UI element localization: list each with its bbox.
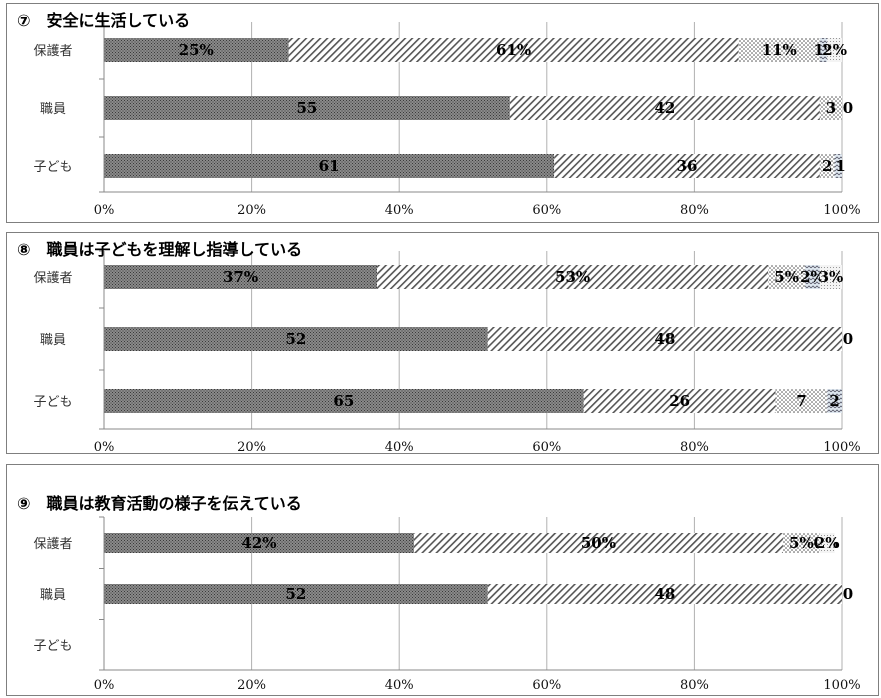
x-tick-label: 0%: [94, 678, 115, 693]
bar-segment: [104, 533, 414, 553]
bar-segment: [104, 96, 510, 120]
x-tick-label: 100%: [823, 203, 860, 218]
data-label: 42%: [241, 534, 276, 552]
category-label: 保護者: [33, 270, 72, 286]
bar-segment: [487, 584, 842, 604]
bar-segment: [768, 265, 806, 289]
bar-segment: [805, 265, 820, 289]
bar-segment: [104, 154, 555, 178]
data-label: 42: [654, 99, 675, 117]
data-label: 2%: [800, 268, 825, 286]
category-label: 保護者: [33, 536, 72, 552]
chart-panel-7: 0% 20% 40% 60% 80% 100% ⑦ 安全に生活している 保護者 25% 61% 11…: [6, 3, 879, 223]
category-label: 職員: [40, 333, 66, 348]
x-tick-label: 0%: [94, 203, 115, 218]
bar-segment: [104, 327, 488, 351]
data-label: 2%: [822, 41, 847, 59]
x-tick-label: 20%: [237, 203, 266, 218]
category-label: 保護者: [33, 43, 72, 59]
x-tick-label: 0%: [94, 440, 115, 453]
bar-segment: [819, 533, 835, 553]
data-label: 37%: [223, 268, 258, 286]
data-label: 48: [654, 330, 675, 348]
data-label: 5%: [774, 268, 799, 286]
data-label: 1: [835, 157, 845, 175]
chart-panel-9: 0% 20% 40% 60% 80% 100% ⑨ 職員は教育活動の様子を伝えている保護者 4…: [6, 464, 879, 696]
bar-segment: [819, 38, 828, 62]
category-label: 子ども: [33, 160, 72, 175]
data-label: 61: [319, 157, 340, 175]
bar-segment: [819, 265, 842, 289]
data-label: 0: [843, 585, 853, 603]
x-tick-label: 60%: [532, 203, 561, 218]
bar-segment: [377, 265, 769, 289]
data-label: 11%: [762, 41, 797, 59]
chart-panel-8: 0% 20% 40% 60% 80% 100% ⑧ 職員は子どもを理解し指導している保護者 3…: [6, 232, 879, 454]
bar-segment: [782, 533, 820, 553]
bar-segment: [775, 389, 828, 413]
bar-segment: [509, 96, 820, 120]
x-tick-label: 40%: [385, 440, 414, 453]
bar-segment: [104, 584, 488, 604]
data-label: 5%: [789, 534, 814, 552]
bar-segment: [104, 38, 289, 62]
data-label: 65: [333, 392, 354, 410]
x-tick-label: 20%: [237, 440, 266, 453]
bar-segment: [413, 533, 783, 553]
data-label: 2: [822, 157, 832, 175]
data-label: 3: [826, 99, 836, 117]
x-tick-label: 40%: [385, 678, 414, 693]
bar-segment: [554, 154, 820, 178]
data-label: 25%: [179, 41, 214, 59]
data-label: 52: [285, 585, 306, 603]
bar-segment: [834, 154, 842, 178]
x-tick-label: 100%: [823, 678, 860, 693]
data-label: 2%: [815, 534, 840, 552]
data-label: 26: [669, 392, 690, 410]
category-label: 子ども: [33, 639, 72, 654]
x-tick-label: 20%: [237, 678, 266, 693]
bar-segment: [827, 389, 842, 413]
data-label: 50%: [581, 534, 616, 552]
data-label: 0: [843, 330, 853, 348]
data-label: 48: [654, 585, 675, 603]
bar-segment: [583, 389, 776, 413]
bar-segment: [104, 265, 378, 289]
category-label: 職員: [40, 102, 66, 117]
x-tick-label: 80%: [680, 678, 709, 693]
chart-title: ⑨ 職員は教育活動の様子を伝えている: [17, 494, 302, 513]
data-label: 7: [796, 392, 806, 410]
data-label: 55: [297, 99, 318, 117]
chart-title: ⑧ 職員は子どもを理解し指導している: [17, 240, 302, 259]
data-label: 2: [829, 392, 839, 410]
data-label: 53%: [555, 268, 590, 286]
data-label: 61%: [496, 41, 531, 59]
data-label: 36: [677, 157, 698, 175]
bar-segment: [819, 96, 842, 120]
data-label: 3%: [819, 268, 844, 286]
data-label: 0: [843, 99, 853, 117]
bar-segment: [288, 38, 739, 62]
x-tick-label: 40%: [385, 203, 414, 218]
x-tick-label: 60%: [532, 678, 561, 693]
x-tick-label: 60%: [532, 440, 561, 453]
chart-title: ⑦ 安全に生活している: [17, 11, 190, 30]
x-tick-label: 80%: [680, 440, 709, 453]
x-tick-label: 100%: [823, 440, 860, 453]
bar-segment: [487, 327, 842, 351]
category-label: 子ども: [33, 395, 72, 410]
bar-segment: [819, 154, 835, 178]
bar-segment: [738, 38, 820, 62]
category-label: 職員: [40, 588, 66, 603]
data-label: 52: [285, 330, 306, 348]
x-tick-label: 80%: [680, 203, 709, 218]
bar-segment: [827, 38, 842, 62]
bar-segment: [104, 389, 584, 413]
